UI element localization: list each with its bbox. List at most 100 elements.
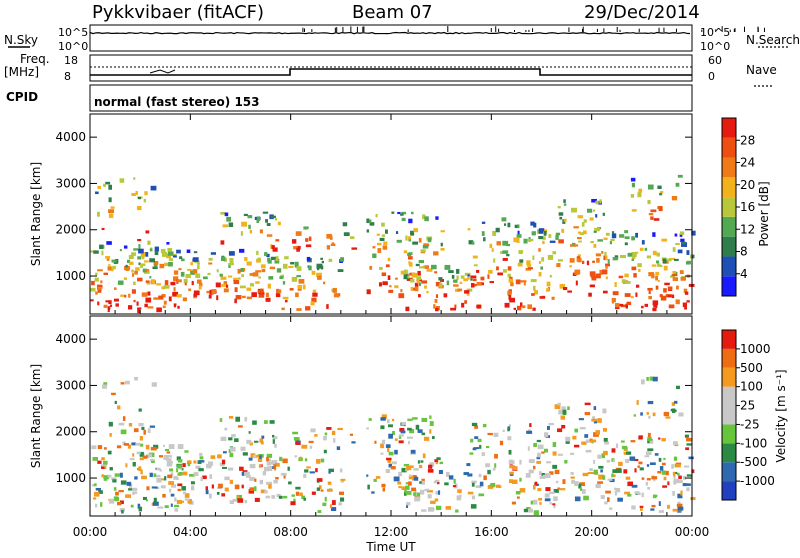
velocity-cell xyxy=(470,504,477,509)
velocity-cell xyxy=(611,448,616,453)
velocity-cell xyxy=(686,474,693,477)
velocity-cell xyxy=(108,421,113,427)
velocity-cell xyxy=(677,510,682,513)
velocity-cell xyxy=(160,478,166,481)
velocity-cell xyxy=(677,493,683,499)
power-cell xyxy=(297,284,303,290)
power-cell xyxy=(467,274,470,277)
velocity-cell xyxy=(299,492,303,497)
velocity-cell xyxy=(467,473,473,477)
power-cell xyxy=(424,285,427,289)
velocity-cell xyxy=(508,424,511,427)
velocity-cell xyxy=(326,427,332,430)
power-cell xyxy=(497,272,503,276)
velocity-cell xyxy=(282,495,288,499)
power-cell xyxy=(117,280,124,285)
power-cell xyxy=(638,188,643,193)
power-cell xyxy=(683,288,688,293)
velocity-colorbar-segment xyxy=(722,348,736,368)
velocity-cell xyxy=(273,479,278,484)
velocity-cell xyxy=(400,430,406,434)
power-cell xyxy=(196,262,200,265)
velocity-cell xyxy=(143,429,146,435)
power-cell xyxy=(453,284,459,287)
power-colorbar-label: Power [dB] xyxy=(757,181,771,246)
velocity-cell xyxy=(118,490,124,493)
power-cell xyxy=(395,231,399,234)
velocity-cell xyxy=(570,452,575,455)
power-cell xyxy=(591,275,597,281)
velocity-cell xyxy=(536,460,541,464)
power-cell xyxy=(659,192,663,196)
power-cell xyxy=(170,281,176,286)
power-cell xyxy=(605,263,611,267)
velocity-cell xyxy=(430,500,436,504)
power-cell xyxy=(609,241,613,245)
power-cell xyxy=(310,301,315,306)
velocity-cell xyxy=(128,423,133,427)
power-cell xyxy=(119,249,122,252)
power-cell xyxy=(410,286,414,291)
velocity-cell xyxy=(552,464,558,469)
power-cell xyxy=(137,277,143,282)
velocity-cell xyxy=(675,478,679,484)
velocity-cell xyxy=(250,453,256,458)
power-cell xyxy=(481,221,486,224)
velocity-scatter xyxy=(91,376,696,516)
power-cell xyxy=(198,282,203,287)
velocity-cell xyxy=(153,444,159,449)
velocity-cell xyxy=(528,469,534,474)
velocity-cell xyxy=(549,491,555,494)
velocity-cell xyxy=(584,402,591,406)
velocity-cell xyxy=(436,457,441,461)
power-cell xyxy=(134,270,138,275)
velocity-cell xyxy=(120,382,125,385)
power-cell xyxy=(624,293,631,297)
power-cell xyxy=(507,290,512,295)
power-cell xyxy=(229,258,234,264)
velocity-cell xyxy=(120,480,127,485)
velocity-cell xyxy=(386,419,390,424)
power-cell xyxy=(456,268,460,274)
velocity-cell xyxy=(157,506,164,509)
velocity-cell xyxy=(271,460,278,465)
power-cell xyxy=(90,299,94,302)
velocity-cell xyxy=(508,479,513,483)
y-tick-label: 4000 xyxy=(55,332,86,346)
power-cell xyxy=(176,294,179,298)
power-cell xyxy=(416,279,420,284)
velocity-cell xyxy=(264,466,270,472)
velocity-cell xyxy=(138,408,142,412)
velocity-cell xyxy=(478,473,482,478)
velocity-cell xyxy=(647,448,654,452)
velocity-cell xyxy=(662,485,668,488)
power-cell xyxy=(243,213,248,217)
power-cell xyxy=(240,267,244,272)
power-cell xyxy=(368,219,372,224)
velocity-cell xyxy=(141,426,145,430)
velocity-cell xyxy=(581,488,586,494)
velocity-cell xyxy=(453,478,456,484)
velocity-cell xyxy=(578,484,582,489)
velocity-cell xyxy=(182,491,187,495)
power-cell xyxy=(246,296,252,300)
velocity-cell xyxy=(159,469,162,472)
velocity-cell xyxy=(529,423,532,428)
velocity-cell xyxy=(180,500,185,503)
power-cell xyxy=(435,294,439,298)
velocity-cell xyxy=(593,469,598,475)
power-cell xyxy=(256,216,261,222)
velocity-cell xyxy=(602,408,607,414)
power-cell xyxy=(255,270,262,273)
velocity-cell xyxy=(562,479,566,484)
power-colorbar-segment xyxy=(722,276,736,296)
power-cell xyxy=(518,250,524,254)
power-cell xyxy=(631,255,636,259)
velocity-cell xyxy=(189,473,195,477)
power-cell xyxy=(343,232,350,237)
power-cell xyxy=(576,258,582,262)
power-cell xyxy=(125,267,130,271)
x-tick-label: 00:00 xyxy=(73,525,108,539)
velocity-cell xyxy=(612,469,618,473)
power-cell xyxy=(403,250,408,254)
